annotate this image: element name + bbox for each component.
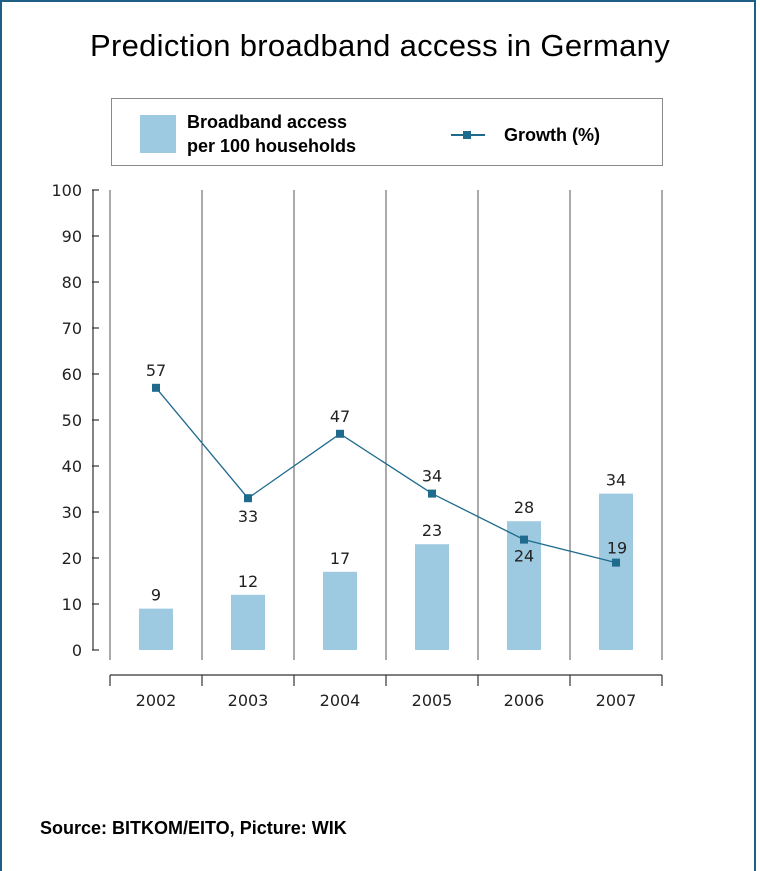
y-tick-label: 90: [62, 227, 82, 246]
grid-layer: [109, 190, 663, 660]
y-tick-label: 10: [62, 595, 82, 614]
axis-layer: 0 10 20 30 40 50 60 70 80 90 100 2002 2003 2004 2005 20…: [51, 181, 663, 710]
bar: [599, 493, 633, 650]
x-tick-label: 2002: [136, 691, 177, 710]
bar-value-label: 28: [514, 498, 534, 517]
growth-line: [155, 387, 617, 564]
growth-marker: [428, 489, 436, 498]
y-tick-label: 80: [62, 273, 82, 292]
growth-marker: [520, 535, 528, 544]
x-tick-label: 2003: [228, 691, 269, 710]
y-tick-label: 60: [62, 365, 82, 384]
legend-bar-swatch: [140, 115, 176, 153]
y-tick-label: 40: [62, 457, 82, 476]
legend-bar-label: Broadband access per 100 households: [187, 110, 427, 158]
growth-marker: [244, 494, 252, 503]
chart-legend: Broadband access per 100 households Grow…: [111, 98, 663, 166]
bar-value-label: 17: [330, 549, 350, 568]
chart-title: Prediction broadband access in Germany: [89, 28, 671, 63]
legend-bar-label-line2: per 100 households: [187, 136, 357, 156]
bar-value-label: 34: [606, 471, 626, 490]
bar: [139, 608, 173, 650]
y-tick-label: 30: [62, 503, 82, 522]
growth-value-label: 34: [422, 467, 442, 486]
growth-value-label: 33: [238, 507, 258, 526]
y-tick-label: 0: [72, 641, 82, 660]
legend-line-marker: [463, 131, 471, 139]
bar: [415, 544, 449, 650]
growth-marker: [612, 558, 620, 567]
source-note: Source: BITKOM/EITO, Picture: WIK: [40, 818, 347, 838]
label-layer: 9 12 17 23 28 34 57 33 47 34 24 19: [146, 361, 627, 605]
x-tick-label: 2006: [504, 691, 545, 710]
bar-value-label: 9: [151, 586, 161, 605]
growth-marker: [336, 429, 344, 438]
legend-bar-label-line1: Broadband access: [187, 112, 348, 132]
growth-value-label: 24: [514, 547, 534, 566]
growth-value-label: 47: [330, 407, 350, 426]
growth-value-label: 19: [607, 539, 627, 558]
growth-value-label: 57: [146, 361, 166, 380]
growth-marker: [152, 383, 160, 392]
bar: [323, 571, 357, 650]
x-tick-label: 2005: [412, 691, 453, 710]
x-tick-label: 2007: [596, 691, 637, 710]
bar-value-label: 12: [238, 572, 258, 591]
bar-value-label: 23: [422, 521, 442, 540]
y-tick-label: 20: [62, 549, 82, 568]
y-tick-label: 70: [62, 319, 82, 338]
bar: [231, 594, 265, 650]
y-tick-label: 50: [62, 411, 82, 430]
y-tick-label: 100: [51, 181, 82, 200]
legend-line-label: Growth (%): [504, 125, 600, 145]
x-tick-label: 2004: [320, 691, 361, 710]
line-layer: [152, 383, 620, 567]
